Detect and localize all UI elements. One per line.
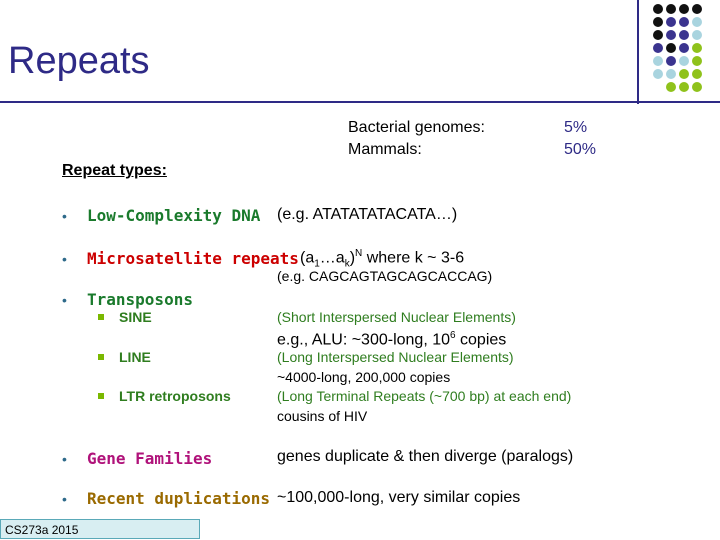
repeat-types-heading: Repeat types: (62, 162, 167, 179)
sub-bullet-icon (98, 354, 104, 360)
sub-bullet-icon (98, 393, 104, 399)
decor-dot (653, 17, 663, 27)
sine-detail: e.g., ALU: ~300-long, 106 copies (277, 330, 507, 349)
decor-dot (653, 30, 663, 40)
decor-dot (692, 17, 702, 27)
decor-dot (653, 69, 663, 79)
stat-value-bacterial: 5% (564, 119, 588, 136)
ltr-label: LTR retroposons (119, 388, 231, 404)
ltr-desc: (Long Terminal Repeats (~700 bp) at each… (277, 388, 572, 404)
decor-dot (666, 17, 676, 27)
decor-dot-grid (653, 4, 702, 92)
sine-label: SINE (119, 309, 152, 325)
decor-dot (666, 69, 676, 79)
decor-vertical-line (637, 0, 639, 104)
decor-dot (679, 4, 689, 14)
decor-dot (666, 82, 676, 92)
ltr-detail: cousins of HIV (277, 408, 368, 424)
decor-dot (653, 56, 663, 66)
item-gene-families-desc: genes duplicate & then diverge (paralogs… (277, 448, 574, 465)
decor-dot (666, 4, 676, 14)
decor-dot (653, 43, 663, 53)
bullet-icon: • (62, 292, 67, 308)
decor-dot (666, 56, 676, 66)
decor-dot (679, 30, 689, 40)
item-recent-dups-name: Recent duplications (87, 489, 271, 508)
decor-dot (692, 30, 702, 40)
stat-label-bacterial: Bacterial genomes: (348, 119, 485, 136)
stat-label-mammals: Mammals: (348, 141, 422, 158)
footer-course-label: CS273a 2015 (0, 519, 200, 539)
item-microsatellite-example: (e.g. CAGCAGTAGCAGCACCAG) (277, 268, 493, 284)
line-desc: (Long Interspersed Nuclear Elements) (277, 349, 514, 365)
item-low-complexity-desc: (e.g. ATATATATACATA…) (277, 206, 458, 223)
decor-dot (679, 56, 689, 66)
item-low-complexity-name: Low-Complexity DNA (87, 206, 261, 225)
item-recent-dups-desc: ~100,000-long, very similar copies (277, 489, 521, 506)
decor-dot (692, 56, 702, 66)
decor-dot (666, 30, 676, 40)
title-underline (0, 101, 720, 103)
bullet-icon: • (62, 251, 67, 267)
bullet-icon: • (62, 491, 67, 507)
item-gene-families-name: Gene Families (87, 449, 213, 468)
decor-dot (692, 4, 702, 14)
stat-value-mammals: 50% (564, 141, 597, 158)
decor-dot (679, 69, 689, 79)
slide-title: Repeats (8, 40, 150, 82)
decor-dot (692, 69, 702, 79)
item-transposons-name: Transposons (87, 290, 193, 309)
decor-dot (692, 43, 702, 53)
bullet-icon: • (62, 451, 67, 467)
sine-desc: (Short Interspersed Nuclear Elements) (277, 309, 516, 325)
item-microsatellite-formula: (a1…ak)N where k ~ 3-6 (300, 248, 465, 270)
line-detail: ~4000-long, 200,000 copies (277, 369, 451, 385)
decor-dot (666, 43, 676, 53)
line-label: LINE (119, 349, 151, 365)
decor-dot (692, 82, 702, 92)
decor-dot (679, 17, 689, 27)
bullet-icon: • (62, 208, 67, 224)
item-microsatellite-name: Microsatellite repeats (87, 249, 299, 268)
decor-dot (679, 82, 689, 92)
decor-dot (653, 4, 663, 14)
decor-dot (679, 43, 689, 53)
sub-bullet-icon (98, 314, 104, 320)
